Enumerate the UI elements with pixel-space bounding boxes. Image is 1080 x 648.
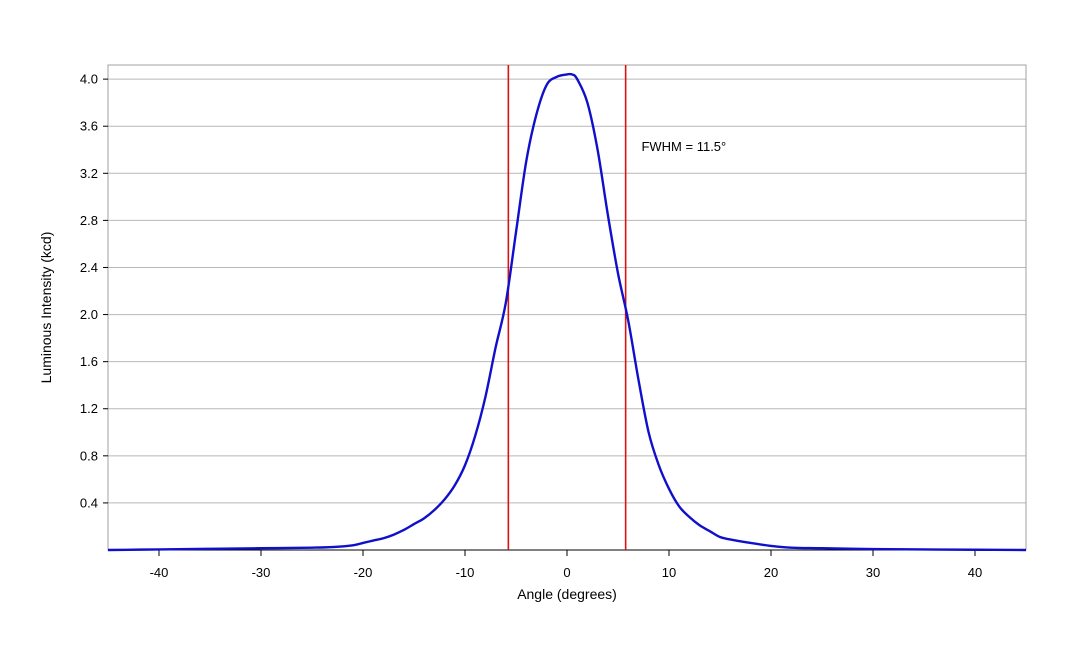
x-tick-label: -10 xyxy=(456,565,475,580)
y-tick-label: 2.8 xyxy=(80,213,98,228)
intensity-curve xyxy=(107,72,1027,552)
y-tick-label: 4.0 xyxy=(80,72,98,87)
x-tick-label: -30 xyxy=(252,565,271,580)
y-tick-label: 2.0 xyxy=(80,307,98,322)
x-tick-label: 20 xyxy=(764,565,778,580)
x-tick-label: 10 xyxy=(662,565,676,580)
x-tick-label: 40 xyxy=(968,565,982,580)
y-tick-label: 0.4 xyxy=(80,495,98,510)
y-tick-label: 3.6 xyxy=(80,119,98,134)
x-tick-label: 30 xyxy=(866,565,880,580)
x-axis-title: Angle (degrees) xyxy=(517,586,617,602)
y-tick-label: 1.2 xyxy=(80,401,98,416)
y-tick-label: 2.4 xyxy=(80,260,98,275)
fwhm-annotation: FWHM = 11.5° xyxy=(641,139,726,154)
x-tick-label: -40 xyxy=(150,565,169,580)
y-tick-label: 0.8 xyxy=(80,448,98,463)
fwhm-markers xyxy=(507,65,627,550)
y-tick-label: 1.6 xyxy=(80,354,98,369)
y-axis-title: Luminous Intensity (kcd) xyxy=(38,232,54,384)
x-axis-ticks: -40 -30 -20 -10 0 10 20 30 40 xyxy=(150,550,982,580)
x-tick-label: 0 xyxy=(563,565,570,580)
grid-lines xyxy=(108,78,1026,504)
x-tick-label: -20 xyxy=(354,565,373,580)
y-tick-label: 3.2 xyxy=(80,166,98,181)
y-axis-ticks: 0.4 0.8 1.2 1.6 2.0 2.4 2.8 3.2 3.6 4.0 xyxy=(80,72,108,510)
plot-area-frame xyxy=(107,64,1027,551)
